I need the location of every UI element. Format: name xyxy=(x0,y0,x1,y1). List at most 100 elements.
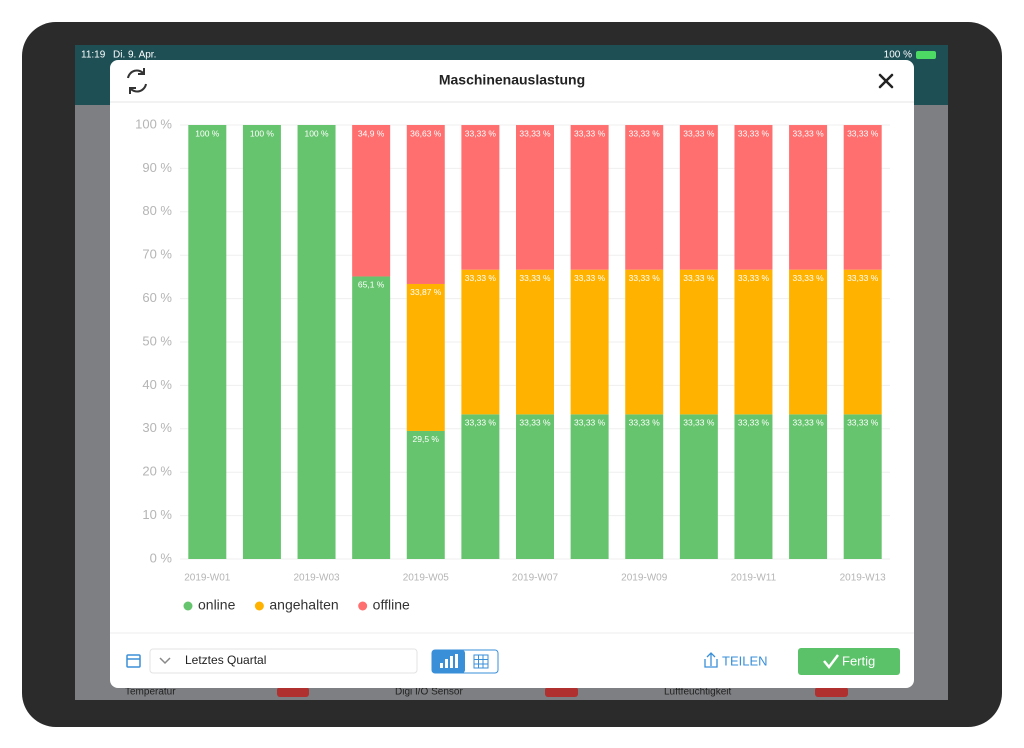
close-button[interactable] xyxy=(878,73,894,89)
value-label: 33,33 % xyxy=(519,128,551,138)
y-tick-label: 50 % xyxy=(142,333,172,348)
value-label: 33,33 % xyxy=(519,273,551,283)
bg-item: Temperatur xyxy=(125,687,176,698)
check-icon xyxy=(823,654,839,670)
bg-pill xyxy=(545,687,578,697)
bar-segment xyxy=(679,125,718,270)
bar-segment xyxy=(734,269,773,415)
bar-segment xyxy=(625,125,664,270)
value-label: 33,33 % xyxy=(683,418,715,428)
battery-icon xyxy=(916,51,936,59)
value-label: 36,63 % xyxy=(410,128,442,138)
bar-segment xyxy=(188,125,227,559)
value-label: 100 % xyxy=(250,128,275,138)
y-tick-label: 70 % xyxy=(142,247,172,262)
value-label: 33,33 % xyxy=(792,418,824,428)
bar-segment xyxy=(297,125,336,559)
value-label: 33,33 % xyxy=(847,273,879,283)
legend-label: online xyxy=(198,597,236,613)
y-tick-label: 40 % xyxy=(142,377,172,392)
bar-segment xyxy=(352,125,391,277)
legend-swatch xyxy=(183,601,193,611)
calendar-icon[interactable] xyxy=(126,654,141,668)
done-label: Fertig xyxy=(842,653,875,668)
legend-label: offline xyxy=(373,597,410,613)
bar-segment xyxy=(406,125,445,284)
bar-segment xyxy=(461,125,500,270)
value-label: 33,33 % xyxy=(847,418,879,428)
y-tick-label: 60 % xyxy=(142,290,172,305)
bg-item: Luftfeuchtigkeit xyxy=(664,687,731,698)
y-tick-label: 30 % xyxy=(142,420,172,435)
value-label: 34,9 % xyxy=(358,128,385,138)
bar-segment xyxy=(242,125,281,559)
chart: 0 % 10 % 20 % 30 % 40 % 50 % 60 % 70 % 80 % 90 % 1… xyxy=(135,116,890,613)
chart-view-button[interactable] xyxy=(432,650,465,673)
modal-title: Maschinenauslastung xyxy=(439,72,585,88)
x-tick-label: 2019-W09 xyxy=(621,573,668,584)
bar-segment xyxy=(789,125,828,270)
value-label: 100 % xyxy=(304,128,329,138)
refresh-button[interactable] xyxy=(127,68,147,94)
value-label: 33,33 % xyxy=(792,128,824,138)
value-label: 33,33 % xyxy=(738,128,770,138)
bar-segment xyxy=(516,414,554,559)
bar-segment xyxy=(843,125,882,270)
value-label: 33,33 % xyxy=(683,128,715,138)
bg-pill xyxy=(815,687,848,697)
period-dropdown[interactable] xyxy=(149,648,418,674)
bar-segment xyxy=(516,125,554,270)
value-label: 33,33 % xyxy=(738,273,770,283)
share-icon xyxy=(704,652,718,668)
x-tick-label: 2019-W13 xyxy=(840,573,887,584)
x-tick-label: 2019-W07 xyxy=(512,573,559,584)
bar-segment xyxy=(461,414,500,559)
value-label: 33,33 % xyxy=(465,418,497,428)
status-date: Di. 9. Apr. xyxy=(113,50,156,61)
value-label: 33,33 % xyxy=(629,273,661,283)
bar-segment xyxy=(406,430,445,559)
bar-segment xyxy=(625,414,664,559)
status-time: 11:19 xyxy=(81,50,106,61)
value-label: 33,87 % xyxy=(410,287,442,297)
bar-segment xyxy=(570,269,609,415)
value-label: 33,33 % xyxy=(847,128,879,138)
table-icon[interactable] xyxy=(473,654,489,669)
bar-segment xyxy=(789,269,828,415)
y-tick-label: 90 % xyxy=(142,160,172,175)
bar-segment xyxy=(406,283,445,431)
bar-segment xyxy=(734,125,773,270)
legend-label: angehalten xyxy=(269,597,338,613)
value-label: 33,33 % xyxy=(574,128,606,138)
value-label: 33,33 % xyxy=(683,273,715,283)
share-button[interactable]: TEILEN xyxy=(722,653,768,668)
value-label: 33,33 % xyxy=(465,273,497,283)
value-label: 65,1 % xyxy=(358,280,385,290)
bar-segment xyxy=(843,414,882,559)
legend-swatch xyxy=(358,601,368,611)
chevron xyxy=(159,657,171,665)
x-tick-label: 2019-W05 xyxy=(403,573,450,584)
value-label: 33,33 % xyxy=(465,128,497,138)
bg-item: Digi I/O Sensor xyxy=(395,687,463,698)
bar-icon xyxy=(440,654,458,668)
done-button[interactable] xyxy=(798,648,900,675)
bar-segment xyxy=(461,269,500,415)
bar-segment xyxy=(570,125,609,270)
y-tick-label: 0 % xyxy=(150,550,173,565)
value-label: 33,33 % xyxy=(519,418,551,428)
x-tick-label: 2019-W01 xyxy=(184,573,231,584)
bar-segment xyxy=(789,414,828,559)
bar-segment xyxy=(679,269,718,415)
value-label: 33,33 % xyxy=(792,273,824,283)
bar-segment xyxy=(570,414,609,559)
x-tick-label: 2019-W03 xyxy=(293,573,340,584)
value-label: 33,33 % xyxy=(574,418,606,428)
bar-segment xyxy=(516,269,554,415)
x-tick-label: 2019-W11 xyxy=(731,573,777,584)
y-tick-label: 20 % xyxy=(142,464,172,479)
y-tick-label: 10 % xyxy=(142,507,172,522)
status-battery: 100 % xyxy=(884,50,912,61)
